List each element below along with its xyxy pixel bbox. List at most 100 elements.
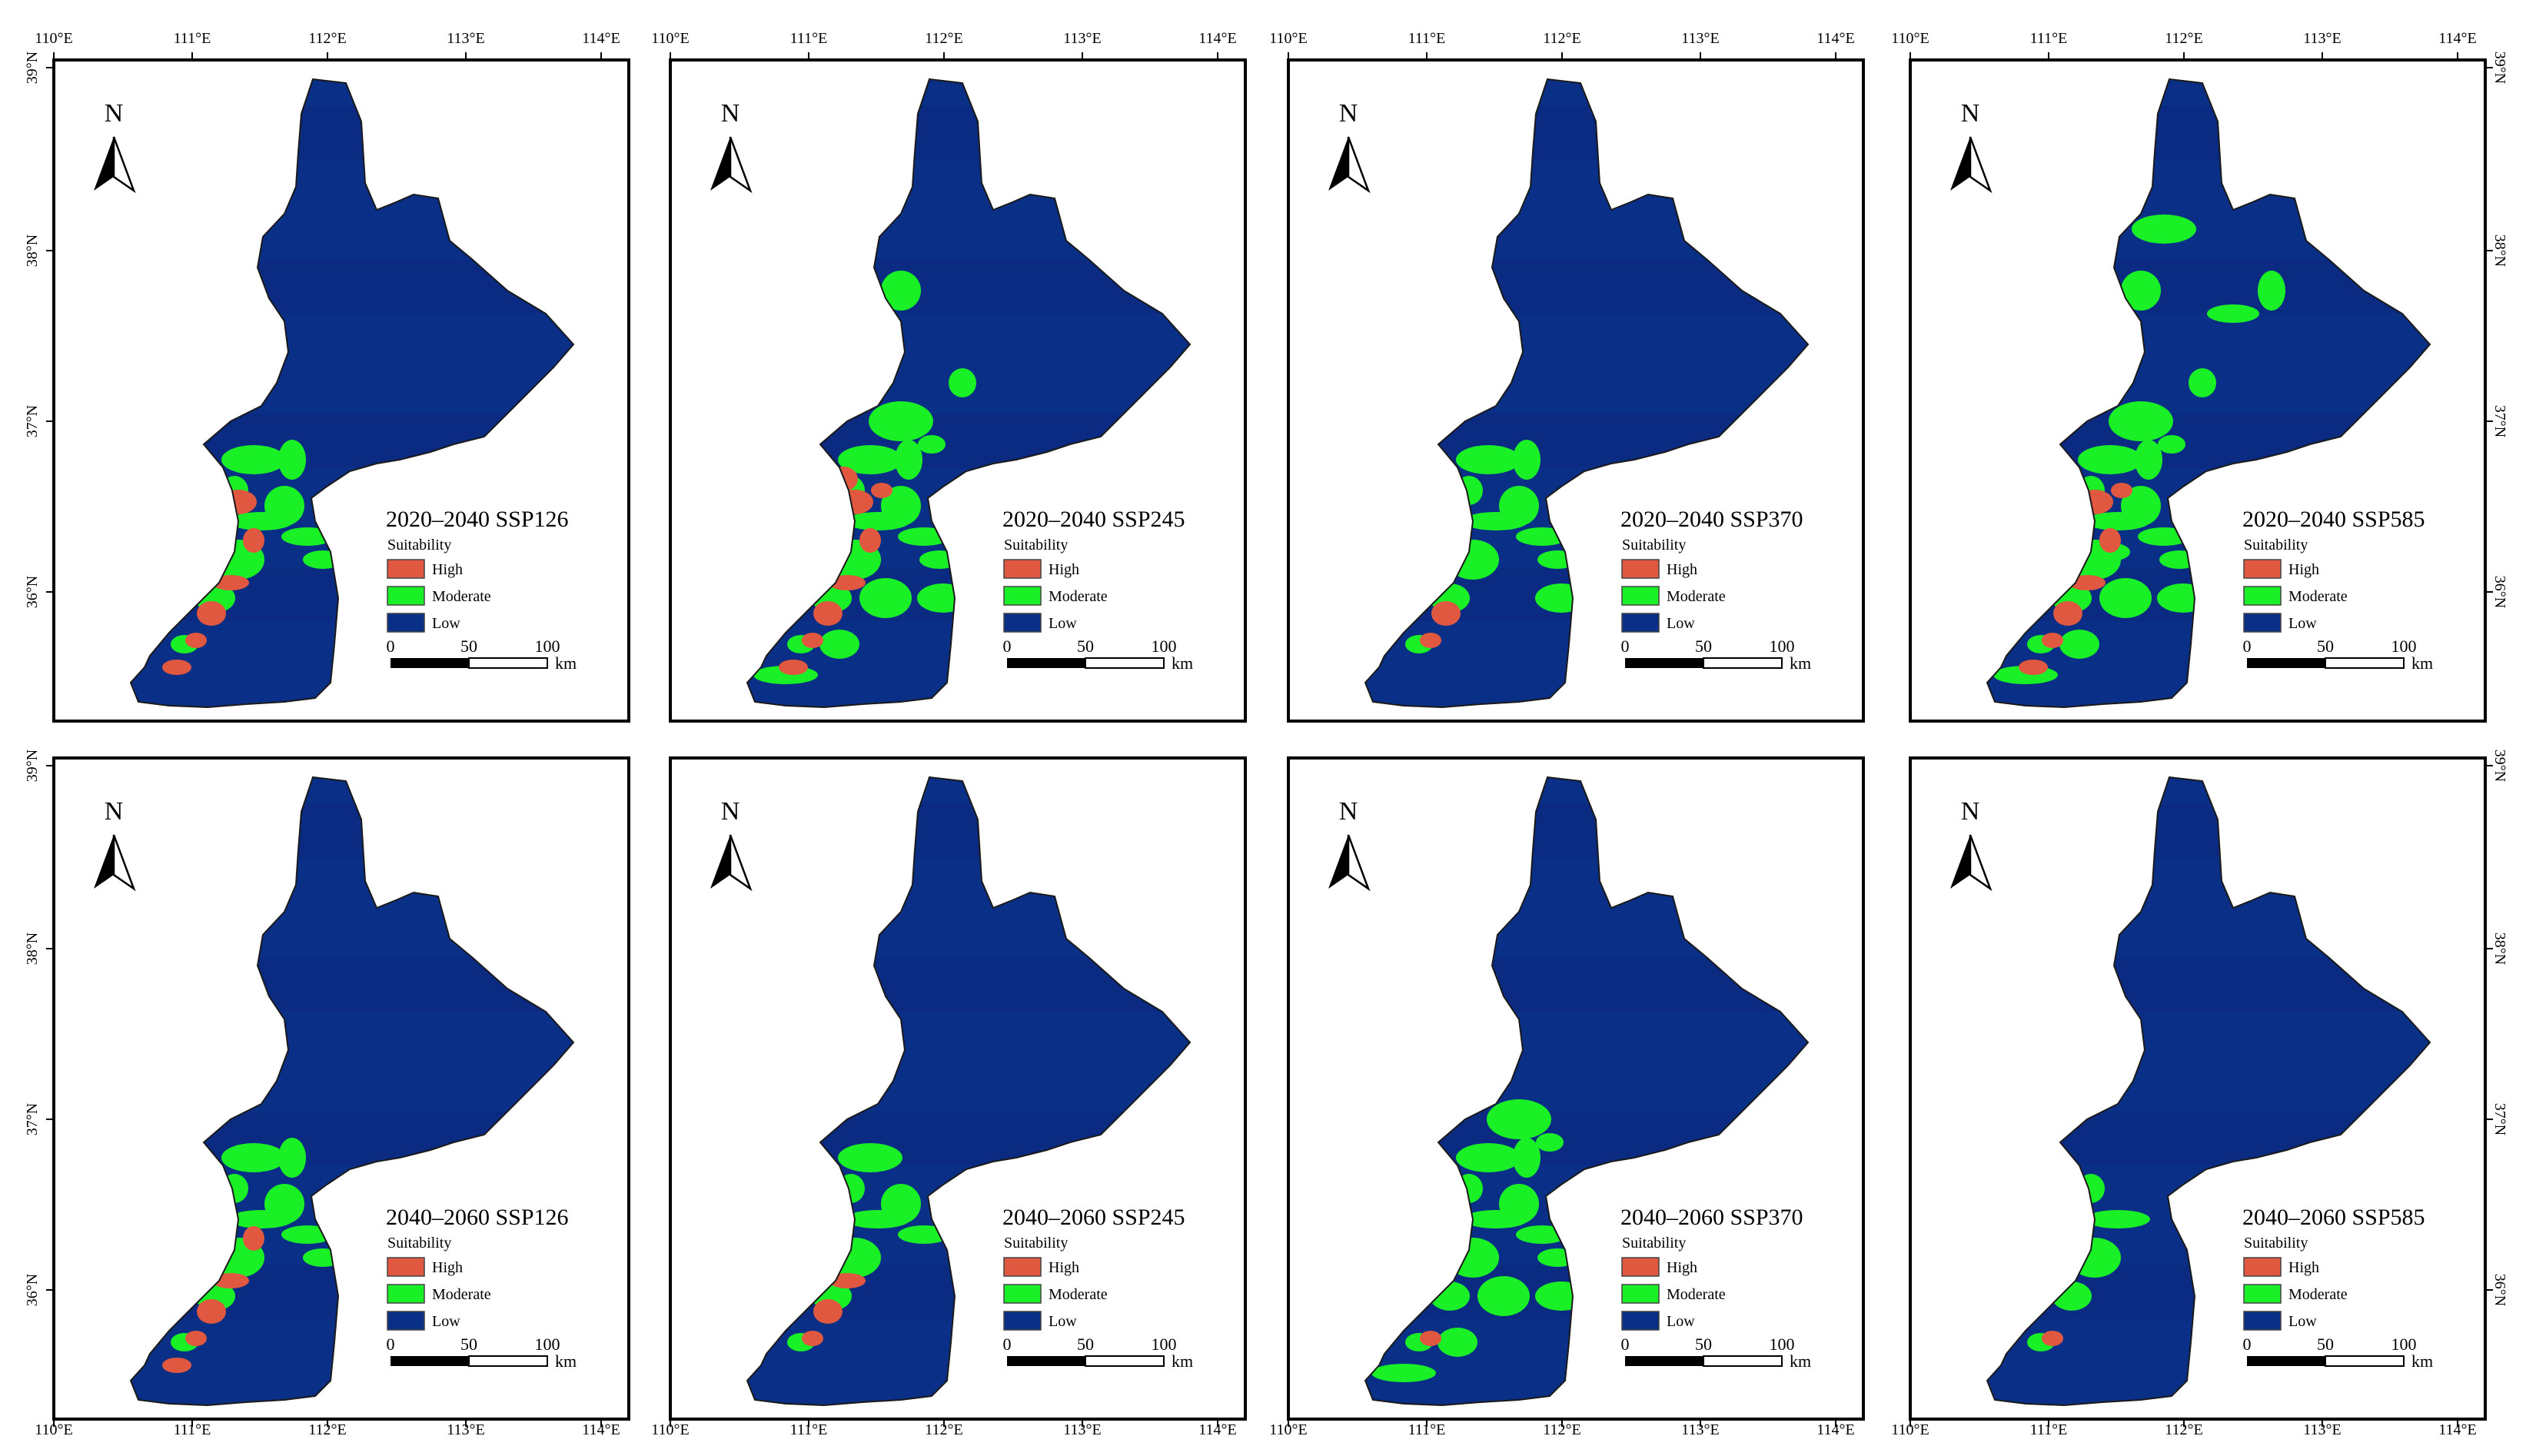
scale-label: 0 [387,1335,395,1354]
moderate-patch [1499,486,1539,526]
scale-unit: km [2411,653,2433,673]
legend-heading: Suitability [1622,537,1686,553]
moderate-patch [221,445,286,474]
scale-unit: km [1172,653,1193,673]
right-latitude-axis: 39°N 38°N 37°N 36°N 39°N 38°N 37°N 36°N [2485,52,2508,1306]
moderate-patch [1456,445,1521,474]
moderate-patch [918,435,946,454]
map-panel: N 2040–2060 SSP126 Suitability High Moderate… [52,756,630,1421]
longitude-tick-label: 112°E [308,1421,346,1438]
high-patch [197,1299,226,1324]
latitude-tick-label: 39°N [2491,750,2508,782]
scale-label: 100 [2391,637,2417,656]
longitude-tick-label: 112°E [1543,1421,1580,1438]
scale-label: 50 [1077,637,1094,656]
legend-heading: Suitability [2244,1235,2308,1252]
legend: Suitability High Moderate Low [1003,537,1108,633]
legend-item-label: Moderate [1049,588,1108,605]
high-patch [871,483,892,498]
legend: Suitability High Moderate Low [1003,1235,1108,1331]
legend-swatch [2243,586,2282,606]
longitude-tick-label: 110°E [651,30,689,47]
legend-swatch [387,1284,425,1304]
longitude-tick-label: 114°E [2438,1421,2476,1438]
scale-unit: km [555,653,577,673]
longitude-tick-label: 114°E [1198,30,1236,47]
legend-item-label: Moderate [1667,588,1726,605]
moderate-patch [1513,1138,1541,1178]
map-panel: N 2040–2060 SSP585 Suitability High Moderate… [1909,756,2487,1421]
high-patch [1420,633,1441,648]
north-label: N [1339,99,1358,128]
map-panel: N 2040–2060 SSP245 Suitability High Moderate… [669,756,1247,1421]
moderate-patch [2135,440,2162,480]
legend-swatch [1003,1284,1042,1304]
longitude-tick-label: 110°E [1269,1421,1307,1438]
longitude-tick-label: 112°E [925,30,962,47]
panel-title: 2020–2040 SSP126 [386,507,569,532]
moderate-patch [1513,440,1541,480]
scale-label: 100 [1152,1335,1177,1354]
longitude-tick-label: 111°E [1408,30,1446,47]
moderate-patch [949,368,976,397]
map-panels: N 2020–2040 SSP126 Suitability High Moderate… [52,58,2487,1421]
legend-swatch [2243,613,2282,633]
panel-title: 2040–2060 SSP245 [1002,1205,1185,1230]
legend-item-label: High [432,561,463,578]
legend-swatch [1003,1311,1042,1331]
longitude-tick-label: 112°E [1543,30,1580,47]
legend-swatch [2243,559,2282,579]
high-patch [2019,660,2048,675]
legend-swatch [1621,1311,1660,1331]
longitude-tick-label: 111°E [2030,30,2068,47]
moderate-patch [1477,1276,1530,1316]
high-patch [2111,483,2132,498]
legend-swatch [1621,559,1660,579]
north-arrow-icon: N [710,99,753,194]
scale-label: 0 [1003,1335,1012,1354]
north-label: N [1961,797,1980,826]
north-label: N [1339,797,1358,826]
high-patch [802,633,823,648]
legend-heading: Suitability [2244,537,2308,553]
legend-swatch [1621,586,1660,606]
legend-item-label: High [1667,1259,1697,1276]
legend-swatch [1003,586,1042,606]
legend-swatch [387,1311,425,1331]
region-outline [129,776,575,1407]
legend: Suitability High Moderate Low [1621,1235,1726,1331]
scale-label: 100 [1152,637,1177,656]
moderate-patch [278,440,306,480]
longitude-tick-label: 110°E [35,30,72,47]
legend-item-label: High [1049,561,1079,578]
scale-unit: km [2411,1351,2433,1371]
longitude-tick-label: 110°E [651,1421,689,1438]
high-patch [813,601,843,626]
panel-title: 2040–2060 SSP126 [386,1205,569,1230]
north-arrow-icon: N [1328,99,1371,194]
high-patch [243,1226,264,1251]
legend-heading: Suitability [1622,1235,1686,1252]
high-patch [243,528,264,553]
scale-unit: km [1790,1351,1811,1371]
longitude-tick-label: 114°E [2438,30,2476,47]
north-label: N [721,797,740,826]
moderate-patch [264,1184,304,1224]
legend-swatch [387,613,425,633]
moderate-patch [1371,1364,1436,1382]
north-label: N [105,99,124,128]
legend-item-label: High [1049,1259,1079,1276]
scale-label: 0 [387,637,395,656]
panel-title: 2040–2060 SSP370 [1620,1205,1803,1230]
bottom-longitude-axis: 110°E 111°E 112°E 113°E 114°E 110°E 111°E 112°E… [35,1419,2477,1438]
moderate-patch [869,401,933,441]
longitude-tick-label: 111°E [790,30,828,47]
longitude-tick-label: 111°E [2030,1421,2068,1438]
scale-unit: km [1172,1351,1193,1371]
map-panel: N 2020–2040 SSP245 Suitability High Moderate… [669,58,1247,723]
legend: Suitability High Moderate Low [2243,1235,2348,1331]
legend-item-label: Low [432,1313,460,1330]
